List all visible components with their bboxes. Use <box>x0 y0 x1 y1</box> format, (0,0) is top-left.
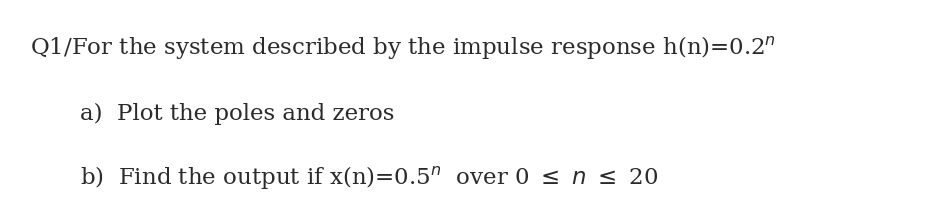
Text: a)  Plot the poles and zeros: a) Plot the poles and zeros <box>80 102 394 124</box>
Text: b)  Find the output if x(n)=0.5$^{n}$  over 0 $\leq$ $n$ $\leq$ 20: b) Find the output if x(n)=0.5$^{n}$ ove… <box>80 164 658 191</box>
Text: Q1/For the system described by the impulse response h(n)=0.2$^{n}$: Q1/For the system described by the impul… <box>30 35 776 62</box>
